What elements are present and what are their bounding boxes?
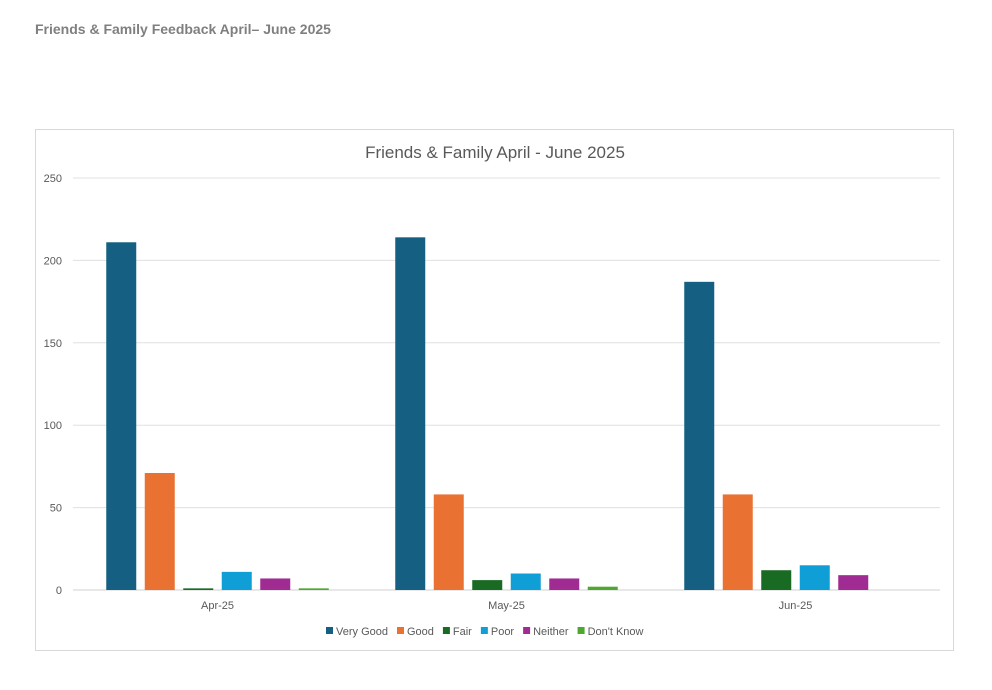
bar-fair-apr-25: [183, 588, 214, 590]
bar-very-good-apr-25: [106, 242, 137, 590]
legend-label-fair: Fair: [453, 626, 472, 638]
bar-neither-may-25: [549, 578, 580, 590]
legend-swatch: [577, 627, 585, 634]
x-tick-label: Jun-25: [779, 600, 813, 612]
y-tick-label: 200: [44, 255, 62, 267]
legend-swatch: [480, 627, 488, 634]
bar-poor-apr-25: [221, 571, 252, 590]
bar-don-t-know-apr-25: [298, 588, 329, 590]
bar-fair-may-25: [472, 580, 503, 590]
legend-label-very-good: Very Good: [336, 626, 388, 638]
page-title: Friends & Family Feedback April– June 20…: [35, 21, 331, 37]
legend-label-poor: Poor: [491, 626, 515, 638]
chart-container: [35, 129, 954, 651]
y-tick-label: 50: [50, 503, 62, 515]
bar-poor-jun-25: [799, 565, 830, 590]
bar-don-t-know-may-25: [587, 586, 618, 590]
chart-title: Friends & Family April - June 2025: [365, 143, 625, 162]
legend-swatch: [326, 627, 333, 634]
y-tick-label: 150: [44, 338, 62, 350]
bar-neither-jun-25: [838, 575, 869, 590]
y-tick-label: 250: [44, 173, 62, 185]
bar-very-good-may-25: [395, 237, 426, 590]
bar-good-apr-25: [144, 472, 175, 590]
bar-fair-jun-25: [761, 570, 792, 590]
y-tick-label: 0: [56, 585, 62, 597]
y-tick-label: 100: [44, 420, 62, 432]
bar-good-jun-25: [722, 494, 753, 590]
bar-good-may-25: [433, 494, 464, 590]
legend-swatch: [442, 627, 450, 634]
x-tick-label: May-25: [488, 600, 525, 612]
legend-swatch: [396, 627, 404, 634]
bar-very-good-jun-25: [684, 281, 715, 590]
bar-neither-apr-25: [260, 578, 291, 590]
legend-label-don-t-know: Don't Know: [588, 626, 644, 638]
legend-label-good: Good: [407, 626, 434, 638]
legend-label-neither: Neither: [533, 626, 569, 638]
x-tick-label: Apr-25: [201, 600, 234, 612]
bar-poor-may-25: [510, 573, 541, 590]
legend-swatch: [523, 627, 531, 634]
